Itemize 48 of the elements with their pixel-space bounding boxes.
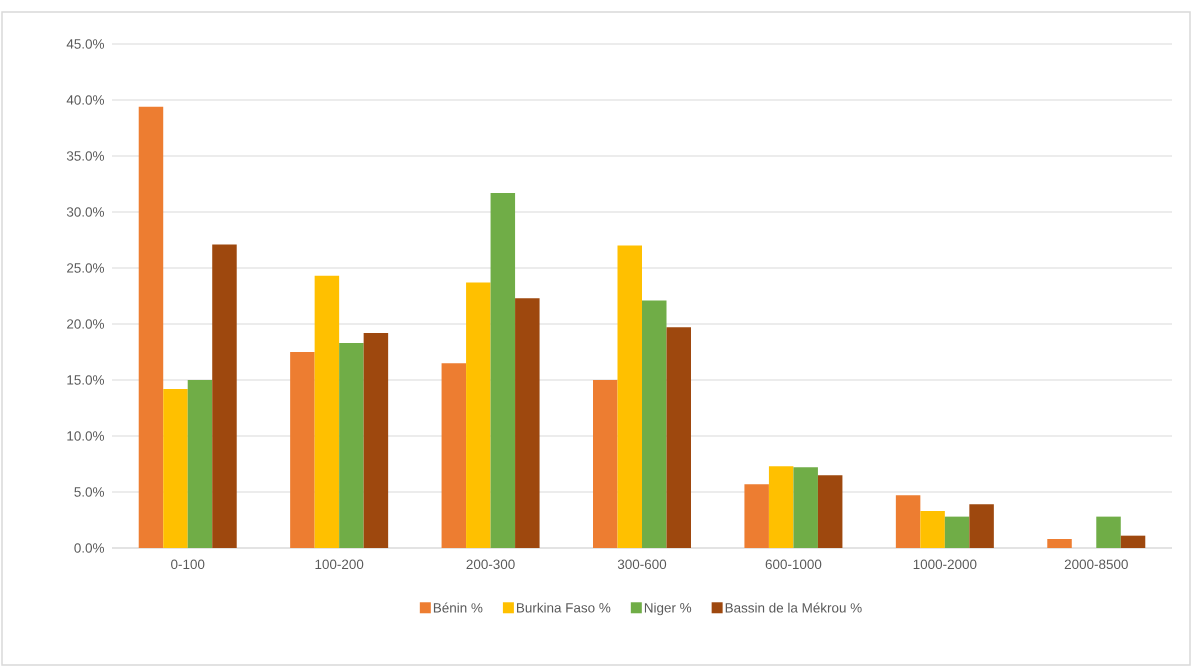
y-tick-label: 0.0%: [74, 543, 105, 553]
bar: [515, 298, 540, 548]
y-tick-label: 25.0%: [67, 263, 105, 273]
legend-label: Bénin %: [433, 602, 483, 613]
y-tick-label: 10.0%: [67, 431, 105, 441]
bar: [920, 511, 945, 548]
legend-label: Niger %: [644, 602, 692, 616]
y-tick-label: 35.0%: [66, 151, 105, 161]
x-tick-label: 300-600: [617, 559, 667, 570]
bar: [895, 495, 921, 548]
bar: [593, 379, 618, 548]
bar: [466, 282, 491, 548]
bar: [490, 192, 516, 548]
bar: [666, 327, 691, 548]
bar: [339, 343, 364, 548]
bar: [817, 475, 843, 548]
bar: [617, 245, 642, 548]
y-tick-label: 45.0%: [66, 39, 105, 49]
bar: [1096, 516, 1121, 548]
legend-label: Burkina Faso %: [517, 602, 611, 613]
bar: [944, 516, 970, 548]
x-tick-label: 0-100: [171, 559, 205, 570]
bar: [163, 388, 188, 548]
bar: [793, 467, 818, 548]
bar: [642, 300, 667, 548]
x-tick-label: 2000-8500: [1064, 559, 1128, 570]
y-tick-label: 40.0%: [66, 95, 105, 105]
bar: [744, 484, 769, 548]
x-tick-label: 1000-2000: [913, 559, 977, 570]
bar: [187, 379, 213, 548]
bar: [969, 504, 994, 548]
x-tick-label: 200-300: [466, 559, 515, 570]
y-tick-label: 30.0%: [66, 207, 105, 217]
x-tick-label: 600-1000: [765, 559, 822, 570]
bar: [363, 332, 389, 548]
bar: [212, 244, 237, 548]
legend-label: Bassin de la Mékrou %: [725, 602, 862, 613]
bar: [441, 363, 467, 548]
bar: [768, 466, 794, 548]
y-tick-label: 20.0%: [67, 319, 105, 329]
y-tick-label: 5.0%: [74, 487, 105, 497]
bar: [290, 351, 315, 548]
x-tick-label: 100-200: [315, 559, 364, 570]
bar: [314, 275, 340, 548]
y-tick-label: 15.0%: [67, 375, 105, 385]
bar: [1120, 535, 1146, 548]
bar: [138, 106, 164, 548]
bar: [1047, 539, 1072, 548]
